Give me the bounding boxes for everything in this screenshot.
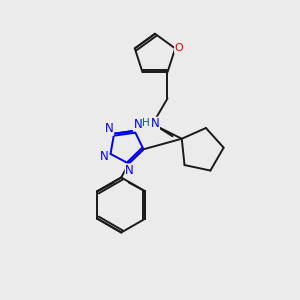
Text: N: N bbox=[125, 164, 134, 177]
Text: N: N bbox=[151, 117, 159, 130]
Text: H: H bbox=[142, 118, 150, 128]
Text: N: N bbox=[100, 151, 109, 164]
Text: N: N bbox=[105, 122, 114, 135]
Text: O: O bbox=[175, 43, 183, 53]
Text: N: N bbox=[134, 118, 142, 131]
